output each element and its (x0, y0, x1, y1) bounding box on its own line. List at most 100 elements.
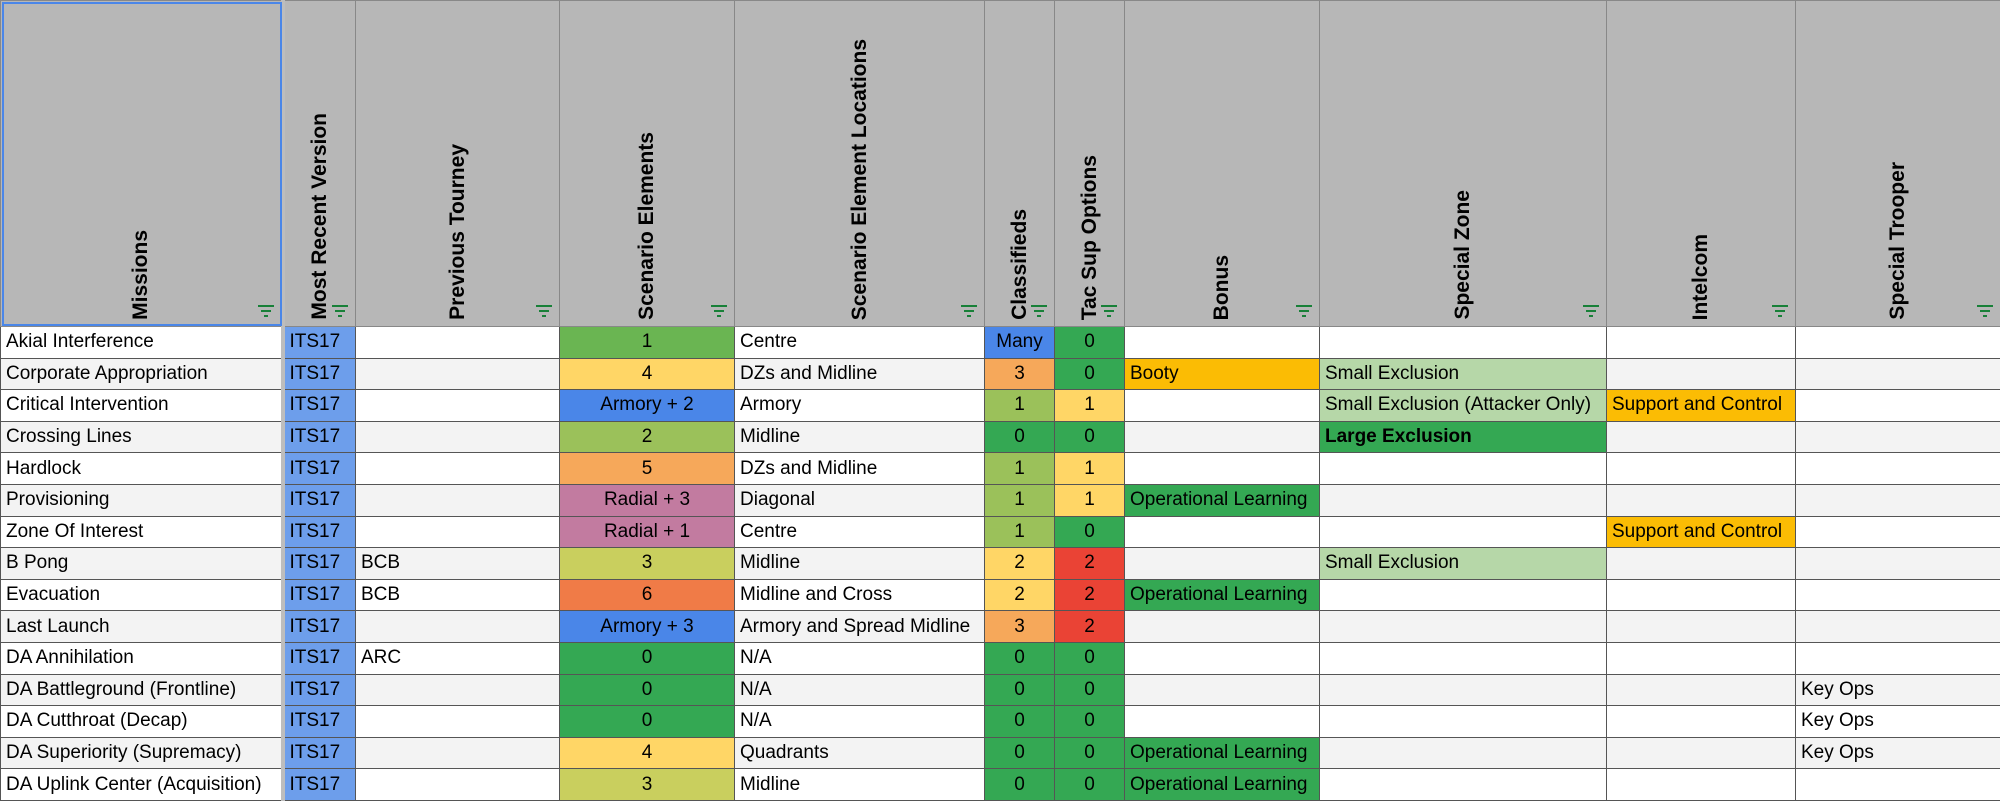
cell[interactable] (355, 452, 560, 485)
cell[interactable] (1124, 326, 1320, 359)
cell[interactable]: 0 (1054, 736, 1125, 770)
cell[interactable]: 0 (1054, 768, 1125, 801)
cell[interactable]: N/A (734, 705, 985, 738)
cell[interactable]: DZs and Midline (734, 357, 985, 391)
cell[interactable] (1124, 420, 1320, 454)
cell[interactable]: Corporate Appropriation (0, 357, 285, 391)
cell[interactable] (1124, 452, 1320, 485)
cell[interactable]: 0 (1054, 326, 1125, 359)
filter-icon[interactable] (960, 304, 978, 318)
cell[interactable]: DA Battleground (Frontline) (0, 673, 285, 707)
filter-icon[interactable] (1295, 304, 1313, 318)
cell[interactable] (355, 736, 560, 770)
cell[interactable]: Operational Learning (1124, 768, 1320, 801)
cell[interactable] (1795, 768, 2000, 801)
cell[interactable]: 3 (559, 547, 735, 580)
cell[interactable]: 1 (984, 483, 1055, 517)
cell[interactable]: Midline (734, 420, 985, 454)
cell[interactable]: 0 (1054, 705, 1125, 738)
cell[interactable] (355, 326, 560, 359)
cell[interactable]: Zone Of Interest (0, 515, 285, 549)
cell[interactable]: DA Uplink Center (Acquisition) (0, 768, 285, 801)
cell[interactable] (1319, 452, 1607, 485)
cell[interactable]: ITS17 (282, 673, 356, 707)
cell[interactable]: Support and Control (1606, 515, 1796, 549)
cell[interactable]: 0 (559, 673, 735, 707)
cell[interactable]: 0 (1054, 420, 1125, 454)
cell[interactable] (1319, 326, 1607, 359)
cell[interactable] (1319, 673, 1607, 707)
cell[interactable]: 3 (984, 357, 1055, 391)
cell[interactable]: ITS17 (282, 641, 356, 675)
cell[interactable]: 1 (1054, 389, 1125, 422)
filter-icon[interactable] (1030, 304, 1048, 318)
cell[interactable] (1606, 357, 1796, 391)
cell[interactable] (1606, 452, 1796, 485)
cell[interactable] (1319, 515, 1607, 549)
cell[interactable]: Quadrants (734, 736, 985, 770)
cell[interactable]: ITS17 (282, 736, 356, 770)
cell[interactable]: 0 (984, 768, 1055, 801)
filter-icon[interactable] (1100, 304, 1118, 318)
cell[interactable]: 0 (1054, 673, 1125, 707)
cell[interactable]: 2 (1054, 547, 1125, 580)
cell[interactable] (355, 389, 560, 422)
cell[interactable]: 4 (559, 357, 735, 391)
cell[interactable]: ARC (355, 641, 560, 675)
cell[interactable]: DA Annihilation (0, 641, 285, 675)
cell[interactable]: ITS17 (282, 768, 356, 801)
cell[interactable]: 0 (559, 641, 735, 675)
cell[interactable]: Provisioning (0, 483, 285, 517)
cell[interactable]: 0 (984, 736, 1055, 770)
cell[interactable]: DA Cutthroat (Decap) (0, 705, 285, 738)
cell[interactable]: 6 (559, 578, 735, 612)
cell[interactable]: Large Exclusion (1319, 420, 1607, 454)
cell[interactable]: 0 (1054, 357, 1125, 391)
cell[interactable] (1319, 641, 1607, 675)
cell[interactable]: 1 (984, 452, 1055, 485)
cell[interactable]: Armory + 3 (559, 610, 735, 643)
cell[interactable]: ITS17 (282, 452, 356, 485)
cell[interactable] (1795, 483, 2000, 517)
cell[interactable] (1319, 483, 1607, 517)
cell[interactable] (1795, 357, 2000, 391)
cell[interactable]: BCB (355, 578, 560, 612)
cell[interactable] (1124, 515, 1320, 549)
cell[interactable] (1795, 547, 2000, 580)
cell[interactable]: Last Launch (0, 610, 285, 643)
cell[interactable] (1795, 515, 2000, 549)
cell[interactable] (1124, 547, 1320, 580)
cell[interactable]: 0 (1054, 641, 1125, 675)
cell[interactable] (355, 610, 560, 643)
cell[interactable]: 2 (984, 578, 1055, 612)
cell[interactable] (1795, 326, 2000, 359)
cell[interactable]: 3 (559, 768, 735, 801)
cell[interactable]: Critical Intervention (0, 389, 285, 422)
cell[interactable]: Armory and Spread Midline (734, 610, 985, 643)
cell[interactable] (1124, 389, 1320, 422)
filter-icon[interactable] (1976, 304, 1994, 318)
cell[interactable]: Centre (734, 515, 985, 549)
cell[interactable]: Key Ops (1795, 736, 2000, 770)
filter-icon[interactable] (710, 304, 728, 318)
cell[interactable]: 5 (559, 452, 735, 485)
filter-icon[interactable] (257, 304, 275, 318)
cell[interactable]: 4 (559, 736, 735, 770)
cell[interactable]: B Pong (0, 547, 285, 580)
cell[interactable]: Small Exclusion (1319, 547, 1607, 580)
cell[interactable]: Midline and Cross (734, 578, 985, 612)
cell[interactable]: 0 (984, 673, 1055, 707)
filter-icon[interactable] (1771, 304, 1789, 318)
cell[interactable] (1795, 578, 2000, 612)
cell[interactable] (1606, 610, 1796, 643)
cell[interactable] (1319, 768, 1607, 801)
cell[interactable]: ITS17 (282, 578, 356, 612)
cell[interactable]: ITS17 (282, 483, 356, 517)
cell[interactable]: Radial + 3 (559, 483, 735, 517)
cell[interactable] (1124, 705, 1320, 738)
cell[interactable]: Key Ops (1795, 705, 2000, 738)
cell[interactable]: 2 (559, 420, 735, 454)
cell[interactable] (1124, 641, 1320, 675)
cell[interactable]: 2 (1054, 610, 1125, 643)
cell[interactable]: Booty (1124, 357, 1320, 391)
